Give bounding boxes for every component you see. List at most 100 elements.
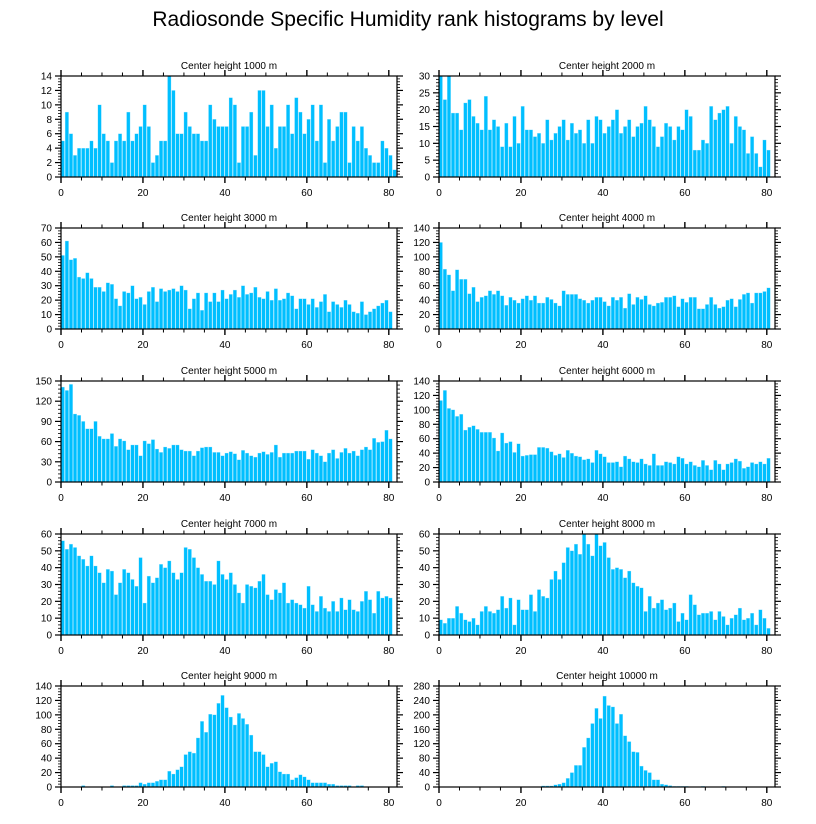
histogram-bar [676, 126, 681, 178]
histogram-bar [643, 611, 648, 636]
histogram-bar [265, 594, 270, 636]
histogram-bar [582, 143, 587, 178]
histogram-bar [105, 282, 110, 330]
x-tick-label: 40 [219, 188, 231, 199]
histogram-bar [339, 452, 344, 483]
histogram-bar [323, 782, 327, 788]
histogram-bar [208, 446, 213, 483]
histogram-bar [729, 462, 734, 483]
histogram-bar [561, 562, 566, 636]
histogram-bar [257, 452, 262, 483]
histogram-bar [138, 126, 143, 178]
x-tick-label: 20 [515, 340, 527, 351]
histogram-bar [355, 312, 360, 330]
panel-title: Center height 2000 m [559, 61, 655, 72]
histogram-bar [351, 609, 356, 636]
histogram-bar [331, 301, 336, 330]
x-tick-label: 60 [301, 188, 313, 199]
histogram-bar [500, 146, 505, 178]
histogram-bar [364, 314, 368, 330]
histogram-bar [512, 452, 517, 483]
histogram-bar [516, 143, 521, 178]
y-tick-label: 50 [41, 252, 53, 263]
histogram-bar [253, 456, 258, 483]
histogram-bar [569, 122, 574, 178]
x-tick-label: 40 [219, 340, 231, 351]
histogram-bar [347, 162, 352, 178]
histogram-bar [762, 618, 767, 636]
histogram-bar [619, 713, 623, 788]
histogram-bar [529, 299, 533, 330]
histogram-bar [175, 133, 180, 178]
histogram-bar [483, 432, 488, 483]
histogram-bar [331, 140, 336, 178]
histogram-bar [269, 104, 274, 178]
histogram-bar [294, 602, 299, 636]
histogram-bar [549, 451, 554, 483]
histogram-bar [578, 765, 582, 788]
y-tick-label: 60 [41, 238, 53, 249]
x-tick-label: 80 [761, 646, 773, 657]
histogram-bar [729, 143, 734, 178]
histogram-bar [660, 136, 664, 178]
histogram-bar [442, 268, 447, 330]
histogram-bar [232, 104, 237, 178]
plot-frame [438, 380, 776, 483]
histogram-bar [163, 140, 168, 178]
histogram-bar [138, 782, 143, 788]
y-tick-label: 140 [413, 224, 430, 235]
histogram-bar [615, 299, 619, 330]
histogram-bar [565, 450, 570, 483]
histogram-bar [569, 452, 574, 483]
y-tick-label: 10 [419, 614, 431, 625]
histogram-bar [733, 614, 738, 636]
histogram-bar [737, 607, 742, 636]
histogram-bar [721, 469, 726, 483]
histogram-bar [318, 782, 323, 788]
histogram-bar [455, 606, 460, 636]
histogram-bar [549, 299, 554, 330]
histogram-bar [569, 294, 574, 330]
histogram-bar [713, 119, 718, 178]
histogram-bar [290, 452, 295, 483]
histogram-bar [331, 601, 336, 636]
histogram-bar [606, 126, 611, 178]
histogram-bar [578, 298, 582, 330]
histogram-bar [496, 126, 501, 178]
histogram-bar [261, 90, 266, 178]
histogram-bar [488, 129, 492, 178]
histogram-bar [183, 547, 188, 636]
histogram-bar [492, 294, 496, 330]
histogram-bar [318, 596, 323, 636]
histogram-bar [73, 258, 77, 330]
histogram-bar [257, 751, 262, 788]
histogram-bar [668, 126, 673, 178]
histogram-bar [557, 579, 562, 636]
histogram-bar [278, 456, 282, 483]
histogram-bar [327, 311, 331, 330]
histogram-bar [298, 774, 303, 788]
histogram-bar [610, 297, 615, 330]
histogram-bar [150, 287, 155, 330]
histogram-bar [553, 570, 558, 636]
histogram-bar [467, 427, 472, 483]
histogram-bar [359, 601, 364, 636]
histogram-bar [380, 441, 385, 483]
histogram-bar [331, 449, 336, 483]
histogram-bar [656, 146, 660, 178]
histogram-bar [639, 587, 644, 636]
histogram-bar [253, 287, 258, 330]
histogram-bar [138, 297, 143, 330]
histogram-bar [208, 713, 213, 788]
histogram-bar [627, 119, 632, 178]
histogram-bar [122, 569, 127, 636]
histogram-bar [664, 122, 669, 178]
histogram-bar [310, 298, 315, 330]
histogram-bar [623, 735, 628, 788]
histogram-bar [610, 569, 615, 636]
histogram-bar [134, 586, 139, 636]
histogram-bar [196, 567, 200, 636]
histogram-bar [680, 129, 685, 178]
y-tick-label: 140 [35, 682, 52, 693]
histogram-bar [273, 761, 278, 788]
